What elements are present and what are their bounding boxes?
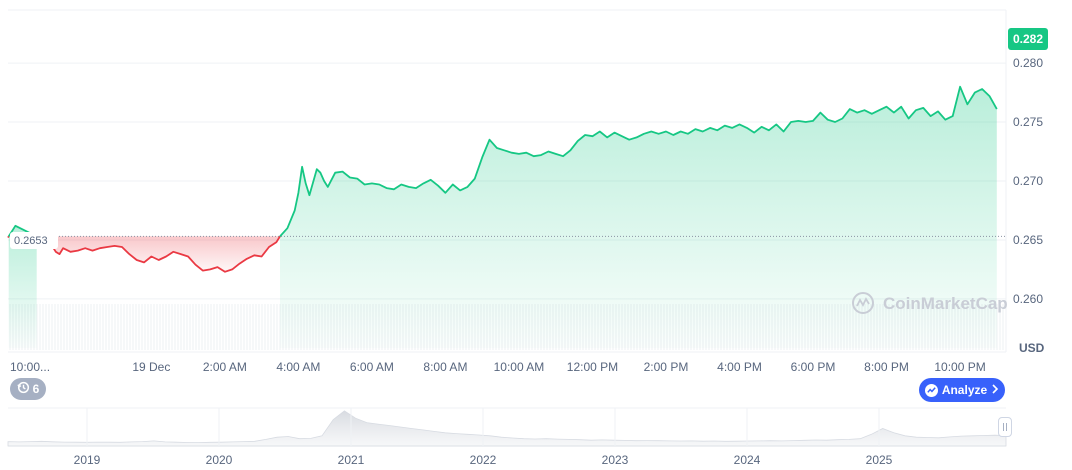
baseline-value: 0.2653: [14, 235, 48, 247]
price-line-down: [36, 235, 281, 273]
y-tick-label: 0.265: [1013, 233, 1043, 247]
x-tick-label: 8:00 PM: [864, 360, 909, 374]
chevron-right-icon: [991, 383, 999, 397]
y-tick-label: 0.270: [1013, 174, 1043, 188]
analyze-label: Analyze: [941, 383, 988, 397]
y-tick-label: 0.280: [1013, 56, 1043, 70]
overview-x-label: 2021: [338, 453, 365, 467]
overview-area: [7, 410, 1007, 447]
x-axis: 10:00... 19 Dec 2:00 AM 4:00 AM 6:00 AM 8:00 …: [10, 360, 986, 374]
overview-navigator[interactable]: [7, 407, 1007, 447]
watermark-logo-icon: [852, 292, 874, 314]
x-tick-label: 10:00...: [10, 360, 50, 374]
price-area: [8, 86, 997, 348]
price-line-up: [279, 85, 998, 238]
x-tick-label: 10:00 PM: [934, 360, 985, 374]
x-tick-label: 12:00 PM: [567, 360, 618, 374]
x-tick-label: 2:00 AM: [203, 360, 247, 374]
overview-x-label: 2024: [734, 453, 761, 467]
overview-x-label: 2023: [602, 453, 629, 467]
overview-x-label: 2019: [74, 453, 101, 467]
analyze-icon: [924, 383, 938, 397]
overview-x-label: 2020: [206, 453, 233, 467]
baseline-label: 0.2653: [10, 232, 58, 249]
history-icon: [17, 381, 30, 397]
x-tick-label: 6:00 PM: [791, 360, 836, 374]
current-price-value: 0.282: [1013, 32, 1043, 46]
current-price-pill: 0.282: [1008, 28, 1048, 50]
x-tick-label: 2:00 PM: [644, 360, 689, 374]
x-tick-label: 19 Dec: [132, 360, 170, 374]
price-area-up: [280, 86, 997, 348]
y-tick-label: 0.275: [1013, 115, 1043, 129]
x-tick-label: 6:00 AM: [350, 360, 394, 374]
history-button[interactable]: 6: [10, 378, 46, 400]
analyze-button[interactable]: Analyze: [919, 378, 1005, 402]
watermark: CoinMarketCap: [883, 294, 1008, 313]
y-axis: 0.280 0.275 0.270 0.265 0.260: [1013, 56, 1043, 306]
range-handle[interactable]: [998, 417, 1012, 437]
x-tick-label: 10:00 AM: [494, 360, 545, 374]
price-area-down: [36, 236, 281, 272]
unit-label: USD: [1019, 341, 1045, 355]
x-tick-label: 8:00 AM: [423, 360, 467, 374]
overview-x-axis: 2019 2020 2021 2022 2023 2024 2025: [74, 453, 893, 467]
x-tick-label: 4:00 PM: [717, 360, 762, 374]
overview-x-label: 2025: [866, 453, 893, 467]
price-area-up: [8, 225, 37, 348]
history-count: 6: [32, 382, 40, 396]
overview-x-label: 2022: [470, 453, 497, 467]
x-tick-label: 4:00 AM: [276, 360, 320, 374]
price-line-down: [7, 235, 10, 239]
y-tick-label: 0.260: [1013, 292, 1043, 306]
